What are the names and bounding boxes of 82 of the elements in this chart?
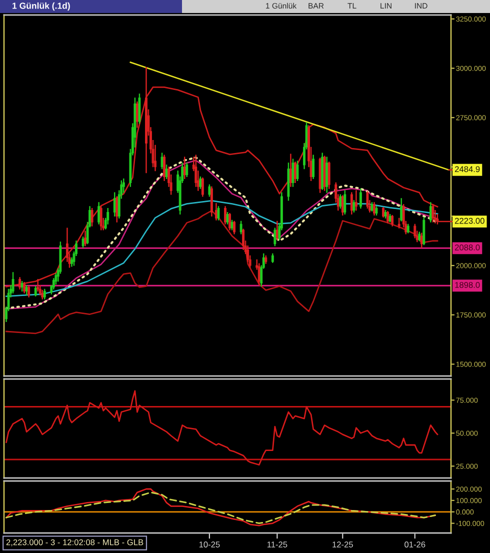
candlestick: [352, 200, 356, 213]
candlestick: [199, 176, 202, 189]
candlestick: [28, 286, 30, 298]
candlestick: [339, 194, 342, 209]
x-tick-label: 11-25: [267, 542, 288, 548]
ref-line-label: 2088.0: [454, 244, 480, 250]
x-tick-label: 12-25: [332, 542, 353, 548]
candlestick: [163, 154, 166, 181]
candlestick: [274, 228, 276, 246]
candlestick: [145, 66, 148, 174]
candlestick: [116, 196, 118, 222]
candlestick: [18, 277, 22, 290]
x-tick-label: 01-26: [404, 542, 426, 548]
candlestick: [276, 220, 278, 240]
candlestick: [418, 232, 421, 242]
ref-line-label: 1898.0: [455, 282, 480, 288]
candlestick: [354, 190, 358, 211]
candlestick: [186, 162, 188, 178]
candlestick: [214, 203, 218, 220]
annotation: 2484.9: [454, 166, 480, 172]
candlestick: [240, 220, 242, 234]
candlestick: [43, 288, 46, 300]
candlestick: [391, 214, 394, 226]
candlestick: [326, 156, 328, 193]
candlestick: [328, 162, 330, 189]
candlestick: [350, 192, 353, 215]
candlestick: [289, 154, 292, 187]
candlestick: [136, 102, 138, 128]
candlestick: [296, 160, 299, 181]
candlestick: [287, 162, 290, 201]
candlestick: [226, 212, 229, 224]
candlestick: [414, 224, 416, 238]
candlestick: [398, 218, 400, 228]
candlestick: [12, 272, 14, 294]
candlestick: [228, 212, 231, 230]
candlestick: [90, 208, 94, 226]
candlestick: [82, 236, 84, 248]
candlestick: [420, 232, 423, 248]
candlestick: [422, 216, 426, 246]
candlestick: [113, 192, 116, 216]
candlestick: [23, 282, 26, 294]
candlestick: [98, 202, 100, 224]
text: 2,223.000 - 3 - 12:02:08 - MLB - GLB: [6, 539, 144, 546]
candlestick: [366, 191, 369, 209]
candlestick: [217, 206, 220, 220]
candlestick: [386, 211, 390, 224]
candlestick: [230, 220, 234, 230]
candlestick: [138, 94, 141, 124]
candlestick: [400, 198, 403, 222]
candlestick: [406, 224, 410, 234]
candlestick: [224, 206, 226, 224]
candlestick: [233, 220, 236, 234]
line-series: [6, 200, 438, 297]
candlestick: [36, 279, 40, 292]
candlestick: [312, 154, 315, 180]
candlestick: [34, 286, 37, 296]
candlestick: [382, 207, 384, 218]
x-tick-label: 10-25: [199, 542, 220, 548]
candlestick: [370, 202, 374, 212]
candlestick: [210, 186, 213, 216]
candlestick: [242, 228, 245, 250]
candlestick: [344, 190, 346, 215]
candlestick: [194, 154, 198, 187]
candlestick: [375, 206, 378, 216]
candlestick: [208, 184, 211, 197]
candlestick: [84, 230, 86, 246]
candlestick: [429, 202, 432, 222]
candlestick: [100, 206, 102, 230]
candlestick: [201, 177, 204, 197]
chart-title: 1 Günlük (.1d): [12, 2, 70, 11]
candlestick: [373, 202, 376, 216]
line-series: [6, 86, 438, 288]
candlestick: [294, 162, 296, 183]
annotation: 2223.00: [454, 218, 484, 224]
candlestick: [264, 255, 268, 264]
candlestick: [321, 152, 324, 190]
line-series: [6, 390, 438, 466]
candlestick: [432, 204, 434, 222]
candlestick: [292, 158, 294, 187]
candlestick: [271, 253, 274, 263]
candlestick: [359, 188, 362, 209]
line-series: [6, 210, 438, 334]
